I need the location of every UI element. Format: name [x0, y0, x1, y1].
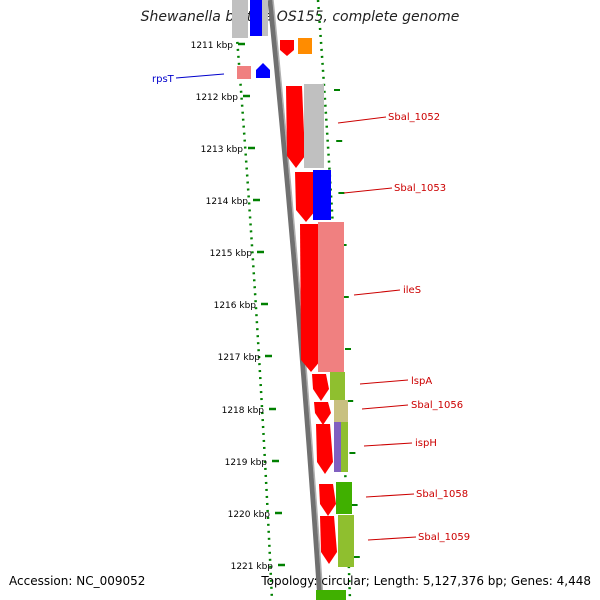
genome-backbone — [267, 0, 323, 600]
ruler-label: 1215 kbp — [210, 249, 253, 259]
gene-block — [338, 515, 354, 567]
gene-leader-line — [175, 73, 225, 79]
gene-label: Sbal_1058 — [416, 489, 468, 500]
gene-leader-line — [361, 404, 409, 410]
ruler-label: 1211 kbp — [191, 41, 234, 51]
gene-label: Sbal_1052 — [388, 112, 440, 123]
gene-block — [250, 0, 264, 36]
ruler-label: 1216 kbp — [214, 301, 257, 311]
gene-label: Sbal_1053 — [394, 183, 446, 194]
gene-label: Sbal_1059 — [418, 532, 470, 543]
gene-label: lspA — [411, 376, 432, 387]
gene-block — [318, 222, 344, 372]
gene-label: ispH — [415, 438, 437, 449]
ruler-label: 1220 kbp — [228, 510, 271, 520]
gene-arrow — [320, 516, 337, 564]
accession-text: Accession: NC_009052 — [9, 574, 146, 588]
gene-leader-line — [343, 187, 393, 194]
gene-arrow — [286, 86, 305, 168]
gene-block — [341, 422, 348, 472]
ruler-label: 1213 kbp — [201, 145, 244, 155]
ruler-label: 1214 kbp — [206, 197, 249, 207]
ruler-label: 1219 kbp — [225, 458, 268, 468]
topology-text: Topology: circular; Length: 5,127,376 bp… — [261, 574, 591, 588]
gene-arrow — [316, 424, 333, 474]
gene-block — [298, 38, 312, 54]
gene-block — [334, 400, 348, 422]
gene-block — [237, 66, 251, 79]
gene-block — [304, 84, 324, 168]
gene-leader-line — [359, 379, 409, 385]
ruler-dotted-line — [232, 0, 274, 600]
gene-block — [336, 482, 352, 514]
gene-leader-line — [367, 536, 417, 541]
ruler-label: 1218 kbp — [222, 406, 265, 416]
gene-leader-line — [363, 442, 413, 447]
gene-arrow — [314, 402, 331, 425]
gene-arrow — [300, 224, 321, 372]
map-title: Shewanella baltica OS155, complete genom… — [140, 9, 460, 25]
ruler-label: 1212 kbp — [196, 93, 239, 103]
gene-block — [232, 0, 248, 38]
gene-block — [330, 372, 345, 400]
gene-arrow — [319, 484, 336, 516]
gene-label: rpsT — [152, 74, 175, 85]
gene-leader-line — [337, 116, 387, 124]
gene-label: Sbal_1056 — [411, 400, 463, 411]
gene-arrow — [256, 63, 270, 78]
gene-block — [334, 422, 343, 472]
gene-block — [313, 170, 331, 220]
gene-label: ileS — [403, 285, 421, 296]
gene-arrow — [295, 172, 316, 222]
gene-arrow — [280, 40, 294, 56]
gene-arrow — [312, 374, 329, 401]
gene-block — [316, 590, 346, 600]
ruler-label: 1221 kbp — [231, 562, 274, 572]
gene-leader-line — [365, 493, 415, 498]
gene-leader-line — [353, 289, 401, 296]
ruler-label: 1217 kbp — [218, 353, 261, 363]
gene-block — [262, 0, 268, 36]
genome-backbone-highlight — [272, 0, 324, 600]
